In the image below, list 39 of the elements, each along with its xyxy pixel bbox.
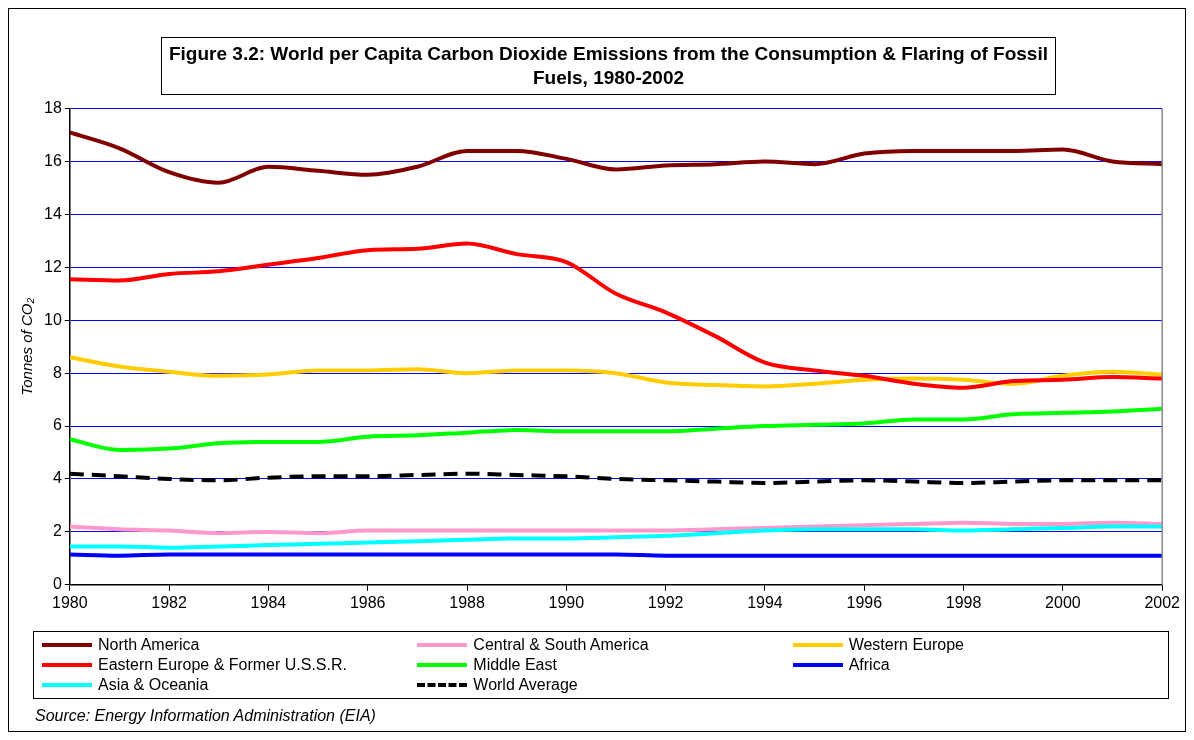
- x-tick-label: 1986: [349, 593, 386, 611]
- y-tick-label: 6: [52, 416, 62, 434]
- line-series: [69, 355, 1163, 389]
- y-tick-label: 0: [52, 575, 62, 593]
- legend-label: Eastern Europe & Former U.S.S.R.: [98, 656, 347, 674]
- y-tick-label: 10: [44, 310, 62, 328]
- y-tick-label: 2: [52, 522, 62, 540]
- line-series: [69, 130, 1163, 185]
- legend-label: Middle East: [473, 656, 557, 674]
- legend-label: Africa: [848, 656, 890, 674]
- legend-label: World Average: [473, 676, 578, 694]
- y-tick-label: 18: [44, 99, 62, 117]
- legend-label: Central & South America: [473, 636, 649, 654]
- y-tick-label: 14: [44, 204, 62, 222]
- line-series: [69, 241, 1163, 390]
- legend-label: Asia & Oceania: [98, 676, 209, 694]
- x-tick-label: 1996: [846, 593, 883, 611]
- x-tick-label: 1994: [747, 593, 783, 611]
- x-tick-label: 1982: [151, 593, 187, 611]
- y-tick-label: 12: [44, 257, 62, 275]
- x-tick-label: 1990: [548, 593, 585, 611]
- line-series: [69, 520, 1163, 536]
- x-tick-label: 1980: [52, 593, 88, 611]
- legend-label: Western Europe: [848, 636, 964, 654]
- y-tick-label: 16: [44, 151, 62, 169]
- x-tick-label: 1992: [647, 593, 684, 611]
- x-tick-label: 2002: [1144, 593, 1181, 611]
- y-axis-title: Tonnes of CO₂: [18, 297, 36, 396]
- x-tick-label: 1984: [250, 593, 287, 611]
- chart-title: Figure 3.2: World per Capita Carbon Dioxide Emissions from the Consumption & Flaring of Fossil Fuels, 1980-2002: [161, 37, 1056, 95]
- y-tick-label: 4: [52, 469, 62, 487]
- line-series: [69, 524, 1163, 550]
- legend-label: North America: [98, 636, 200, 654]
- x-tick-label: 1998: [945, 593, 982, 611]
- x-tick-label: 1988: [449, 593, 485, 611]
- source-note: Source: Energy Information Administration (EIA): [35, 707, 376, 725]
- line-series: [69, 406, 1163, 452]
- x-tick-label: 2000: [1045, 593, 1081, 611]
- y-tick-label: 8: [52, 363, 62, 381]
